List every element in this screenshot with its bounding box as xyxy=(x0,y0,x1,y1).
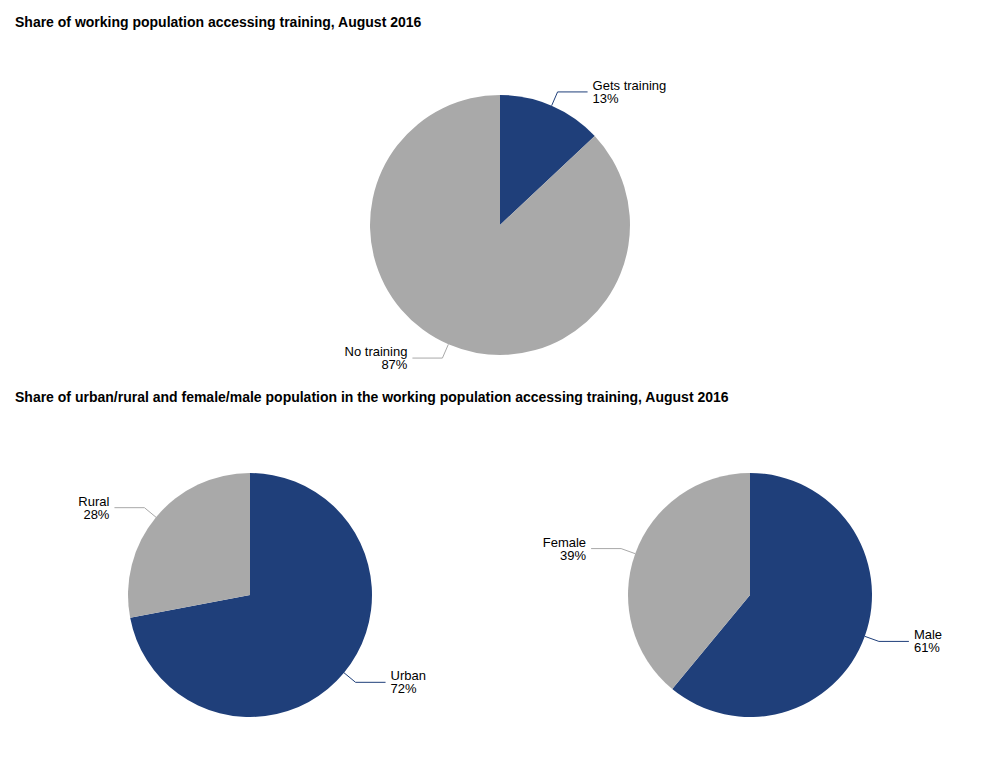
svg-text:Share of urban/rural and femal: Share of urban/rural and female/male pop… xyxy=(15,389,729,405)
svg-text:No training: No training xyxy=(344,344,408,360)
svg-text:87%: 87% xyxy=(381,357,407,372)
svg-text:Rural: Rural xyxy=(78,493,110,509)
svg-text:39%: 39% xyxy=(560,548,586,563)
svg-text:Gets training: Gets training xyxy=(592,77,667,93)
svg-text:Female: Female xyxy=(542,534,587,550)
svg-text:Urban: Urban xyxy=(390,668,426,684)
svg-text:13%: 13% xyxy=(593,91,619,106)
svg-text:72%: 72% xyxy=(391,681,417,696)
svg-text:61%: 61% xyxy=(914,640,940,655)
svg-text:Share of working population ac: Share of working population accessing tr… xyxy=(15,14,422,30)
svg-text:Male: Male xyxy=(913,627,943,643)
svg-text:28%: 28% xyxy=(83,507,109,522)
